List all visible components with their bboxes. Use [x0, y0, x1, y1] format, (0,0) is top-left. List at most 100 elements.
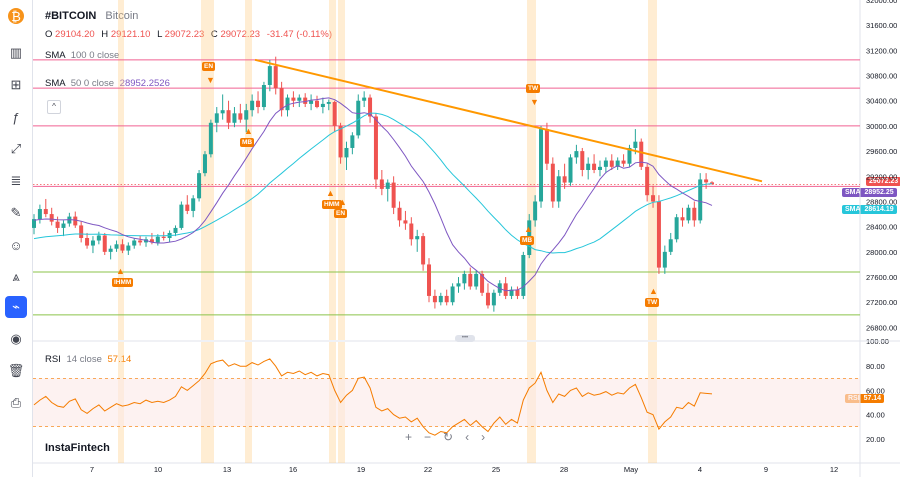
rsi-legend[interactable]: RSI 14 close 57.14 — [45, 354, 131, 365]
candle — [85, 232, 90, 249]
candle — [226, 100, 231, 130]
indicators-icon[interactable]: ⊞ — [10, 77, 22, 92]
candle — [444, 289, 449, 306]
candle — [556, 170, 561, 208]
candle — [238, 103, 243, 123]
candle — [574, 144, 579, 164]
candle — [686, 204, 691, 224]
candle — [704, 173, 709, 189]
candle — [562, 163, 567, 189]
symbol-name: Bitcoin — [105, 10, 139, 22]
brush-icon[interactable]: ✎ — [10, 205, 22, 220]
signal-arrow-icon: ▲ — [326, 188, 335, 198]
signal-mb2: MB — [520, 236, 535, 245]
nav-controls: + − ↻ ‹ › — [405, 430, 485, 446]
scroll-right-icon[interactable]: › — [481, 430, 486, 444]
price-tick: 30000.00 — [866, 122, 897, 131]
collapse-chevron-icon[interactable]: ^ — [47, 100, 61, 114]
candle — [344, 141, 349, 170]
candle — [509, 286, 514, 300]
rsi-signal-band-2 — [245, 342, 252, 463]
fib-icon[interactable]: ≣ — [10, 173, 22, 188]
price-tick: 28000.00 — [866, 248, 897, 257]
candle — [462, 270, 467, 290]
zoom-out-icon[interactable]: − — [424, 430, 432, 444]
candle — [480, 270, 485, 296]
candle — [102, 232, 107, 255]
candle — [403, 210, 408, 230]
candle — [503, 277, 508, 300]
candle — [680, 207, 685, 227]
signal-arrow-icon: ▲ — [524, 224, 533, 234]
candle — [309, 94, 314, 111]
zoom-in-icon[interactable]: + — [405, 430, 413, 444]
candle — [261, 81, 266, 111]
left-toolbar: ₿ ▥ ⊞ ƒ ⤢ ≣ ✎ ☺ ⩓ ⌁ ◉ 🗑 ⎙ — [0, 0, 33, 477]
price-tick: 30800.00 — [866, 72, 897, 81]
candle — [256, 91, 261, 114]
high-label: H — [101, 29, 109, 40]
signal-hmm1: HMM — [322, 200, 342, 209]
sma100-legend[interactable]: SMA 100 0 close — [45, 50, 119, 61]
fx-icon[interactable]: ƒ — [12, 109, 20, 125]
open-label: O — [45, 29, 53, 40]
emoji-icon[interactable]: ☺ — [9, 237, 23, 253]
low-value: 29072.23 — [164, 29, 205, 40]
price-tick: 30400.00 — [866, 97, 897, 106]
candle — [474, 270, 479, 290]
candle — [326, 99, 331, 111]
rsi-tick: 20.00 — [866, 435, 885, 444]
candle — [232, 107, 237, 128]
rsi-signal-band-1 — [201, 342, 214, 463]
candle — [43, 198, 48, 218]
close-label: C — [210, 29, 218, 40]
lock-icon[interactable]: ⎙ — [10, 395, 22, 410]
bitcoin-icon[interactable]: ₿ — [8, 8, 24, 24]
candles-icon[interactable]: ▥ — [9, 45, 23, 60]
candle — [314, 95, 319, 109]
candle — [120, 239, 125, 254]
candle — [267, 59, 272, 92]
signal-tw1: TW — [526, 84, 541, 93]
candle — [197, 170, 202, 202]
candle — [539, 125, 544, 208]
sma50-legend[interactable]: SMA 50 0 close 28952.2526 — [45, 78, 170, 89]
trash-icon[interactable]: 🗑 — [7, 363, 25, 378]
candle — [161, 231, 166, 241]
candle — [350, 132, 355, 155]
close-value: 29072.23 — [220, 29, 261, 40]
candle — [362, 91, 367, 108]
candle — [303, 93, 308, 108]
candle — [379, 170, 384, 196]
candle — [356, 94, 361, 139]
magnet-icon[interactable]: ⌁ — [5, 296, 27, 318]
reset-icon[interactable]: ↻ — [443, 430, 454, 444]
candle — [544, 122, 549, 170]
candle — [273, 56, 278, 95]
pattern-icon[interactable]: ⩓ — [12, 269, 20, 284]
candle — [603, 157, 608, 174]
line-tool-icon[interactable]: ⤢ — [10, 141, 22, 156]
time-tick: 28 — [560, 465, 568, 474]
candle — [332, 100, 337, 133]
rsi-signal-band-6 — [648, 342, 657, 463]
time-tick: 13 — [223, 465, 231, 474]
signal-arrow-icon: ▲ — [338, 197, 347, 207]
candle — [114, 240, 119, 252]
price-tick: 32000.00 — [866, 0, 897, 5]
symbol-legend: #BITCOIN Bitcoin — [45, 10, 138, 22]
candle — [144, 236, 149, 247]
candle — [220, 94, 225, 120]
rsi-value: 57.14 — [107, 354, 132, 365]
candle — [167, 230, 172, 243]
pane-divider-handle[interactable]: ••• — [455, 335, 475, 342]
time-tick: 16 — [289, 465, 297, 474]
candle — [373, 113, 378, 189]
candle — [427, 258, 432, 303]
candle — [692, 201, 697, 227]
scroll-left-icon[interactable]: ‹ — [465, 430, 470, 444]
eye-icon[interactable]: ◉ — [10, 331, 22, 346]
high-value: 29121.10 — [110, 29, 151, 40]
price-tick: 27200.00 — [866, 298, 897, 307]
